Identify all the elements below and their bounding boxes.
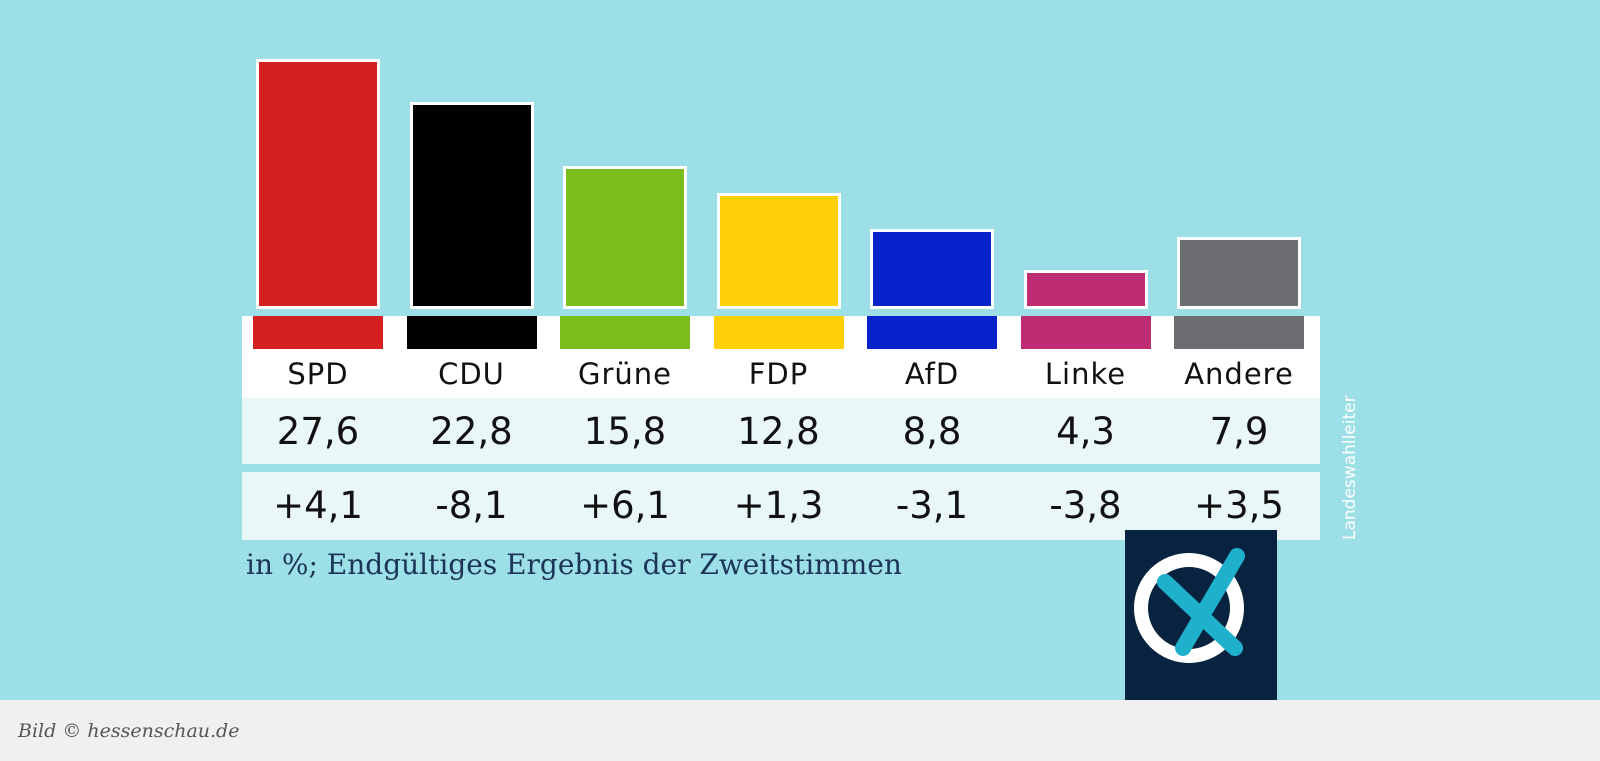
- source-label: Landeswahlleiter: [1340, 395, 1360, 540]
- chart-note: in %; Endgültiges Ergebnis der Zweitstim…: [246, 548, 902, 581]
- change-label: +6,1: [580, 484, 670, 527]
- party-label: FDP: [748, 357, 809, 391]
- party-label: AfD: [904, 357, 960, 391]
- bar-afd: [870, 229, 994, 309]
- color-strip-afd: [867, 316, 997, 349]
- value-label: 15,8: [583, 410, 667, 453]
- party-label: Linke: [1044, 357, 1127, 391]
- color-strip-fdp: [713, 316, 844, 349]
- color-strip-spd: [253, 316, 383, 349]
- change-label: +4,1: [273, 484, 363, 527]
- logo-cross-stroke-b: [1175, 548, 1245, 656]
- ballot-cross-icon: [1134, 548, 1245, 663]
- bar-andere: [1177, 237, 1301, 309]
- image-footer: [0, 700, 1600, 761]
- change-label: -8,1: [435, 484, 508, 527]
- value-label: 8,8: [902, 410, 962, 453]
- chart-graphic: SPD 27,6 +4,1 CDU 22,8 -8,1 Grüne 15,8 +6,1 FDP 12…: [0, 0, 1600, 700]
- party-label: CDU: [438, 357, 505, 391]
- change-label: +1,3: [733, 484, 824, 527]
- bar-cdu: [409, 102, 534, 309]
- values-row: [242, 398, 1320, 464]
- value-label: 7,9: [1209, 410, 1269, 453]
- logo-ring: [1134, 553, 1244, 663]
- party-label: Andere: [1184, 357, 1294, 391]
- value-label: 27,6: [276, 410, 360, 453]
- color-strip-linke: [1020, 316, 1151, 349]
- bar-linke: [1023, 270, 1148, 309]
- change-label: -3,8: [1049, 484, 1122, 527]
- change-label: -3,1: [895, 484, 969, 527]
- color-strip-grüne: [560, 316, 690, 349]
- value-label: 12,8: [737, 410, 820, 453]
- image-credit: Bild © hessenschau.de: [18, 720, 240, 742]
- value-label: 22,8: [430, 410, 513, 453]
- value-label: 4,3: [1056, 410, 1115, 453]
- color-strip-cdu: [406, 316, 537, 349]
- row-separator: [242, 464, 1320, 472]
- ballot-cross-logo: [1125, 530, 1277, 700]
- bar-spd: [256, 59, 380, 309]
- bar-grüne: [563, 166, 687, 309]
- party-label: Grüne: [578, 357, 672, 391]
- bar-fdp: [716, 193, 841, 309]
- party-label: SPD: [287, 357, 349, 391]
- changes-row: [242, 472, 1320, 540]
- color-strip-andere: [1174, 316, 1304, 349]
- change-label: +3,5: [1194, 484, 1284, 527]
